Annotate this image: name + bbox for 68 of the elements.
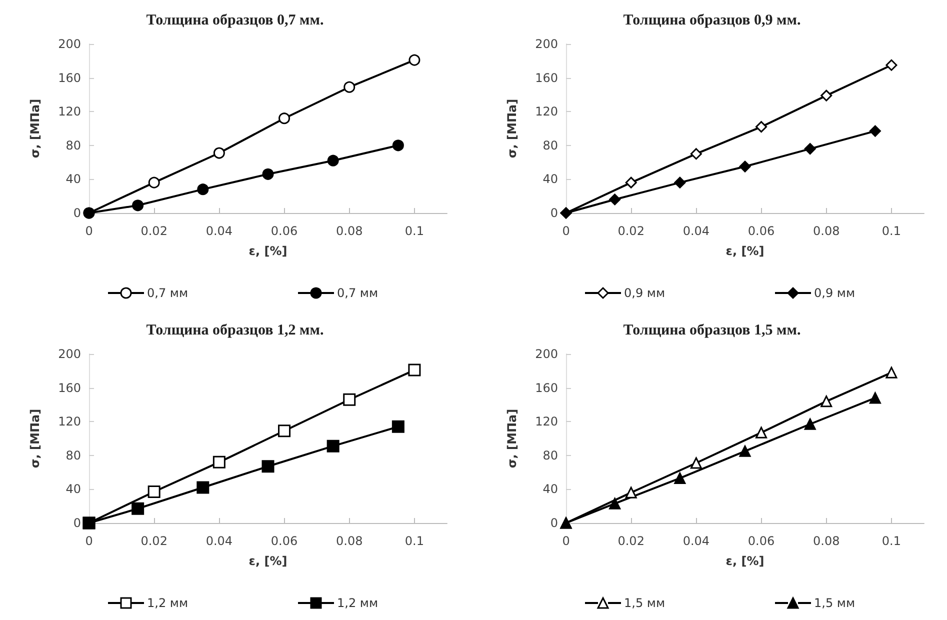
y-tick-label: 160 [58,70,81,85]
legend-label: 0,7 мм [147,286,188,300]
x-tick-label: 0 [85,224,93,238]
y-tick-label: 0 [550,206,558,220]
y-tick-label: 120 [535,104,558,119]
legend-label: 1,2 мм [337,596,378,610]
x-axis-title: ε, [%] [726,554,764,568]
y-axis-title: σ, [МПа] [505,98,519,158]
y-tick-label: 160 [535,70,558,85]
y-axis-title: σ, [МПа] [505,408,519,468]
y-tick-label: 80 [66,448,81,462]
x-tick-label: 0.1 [404,224,424,238]
x-axis-title: ε, [%] [248,244,288,258]
chart-title: Толщина образцов 1,2 мм. [146,322,324,338]
x-tick-label: 0.04 [206,534,233,548]
x-tick-label: 0.1 [882,534,901,548]
y-tick-label: 80 [542,448,558,462]
x-axis-title: ε, [%] [726,244,764,258]
x-tick-label: 0.06 [748,534,775,548]
x-tick-label: 0.04 [682,534,710,548]
y-axis-title: σ, [МПа] [28,408,42,468]
legend-label: 0,9 мм [624,286,666,300]
x-tick-label: 0.08 [336,224,363,238]
y-tick-label: 200 [58,37,81,51]
x-tick-label: 0.1 [404,534,424,548]
x-tick-label: 0.02 [140,534,168,548]
x-tick-label: 0.08 [336,534,363,548]
y-tick-label: 40 [542,172,558,186]
y-tick-label: 0 [73,516,81,530]
y-tick-label: 40 [542,482,558,496]
y-tick-label: 80 [542,138,558,152]
y-tick-label: 0 [73,206,81,220]
x-tick-label: 0.02 [618,534,644,548]
y-tick-label: 200 [535,37,558,51]
y-tick-label: 40 [66,172,81,186]
chart-title: Толщина образцов 0,7 мм. [146,12,324,28]
x-tick-label: 0 [85,534,93,548]
x-axis-title: ε, [%] [248,554,288,568]
x-tick-label: 0.02 [618,224,644,238]
y-tick-label: 200 [535,347,558,361]
legend-label: 1,5 мм [624,596,666,610]
y-tick-label: 160 [58,380,81,395]
x-tick-label: 0.02 [140,224,168,238]
x-tick-label: 0.08 [813,534,840,548]
x-tick-label: 0.06 [270,224,298,238]
y-tick-label: 160 [535,380,558,395]
legend-label: 1,5 мм [814,596,856,610]
chart-title: Толщина образцов 0,9 мм. [623,12,801,28]
legend-label: 0,7 мм [337,286,378,300]
y-tick-label: 200 [58,347,81,361]
x-tick-label: 0 [562,534,570,548]
x-tick-label: 0.06 [270,534,298,548]
legend-label: 1,2 мм [147,596,188,610]
y-tick-label: 40 [66,482,81,496]
chart-title: Толщина образцов 1,5 мм. [623,322,801,338]
y-tick-label: 120 [58,104,81,119]
y-tick-label: 80 [66,138,81,152]
y-tick-label: 0 [550,516,558,530]
x-tick-label: 0 [562,224,570,238]
y-tick-label: 120 [535,414,558,429]
x-tick-label: 0.06 [748,224,775,238]
legend-label: 0,9 мм [814,286,856,300]
y-axis-title: σ, [МПа] [28,98,42,158]
y-tick-label: 120 [58,414,81,429]
x-tick-label: 0.04 [682,224,710,238]
x-tick-label: 0.1 [882,224,901,238]
x-tick-label: 0.08 [813,224,840,238]
x-tick-label: 0.04 [206,224,233,238]
